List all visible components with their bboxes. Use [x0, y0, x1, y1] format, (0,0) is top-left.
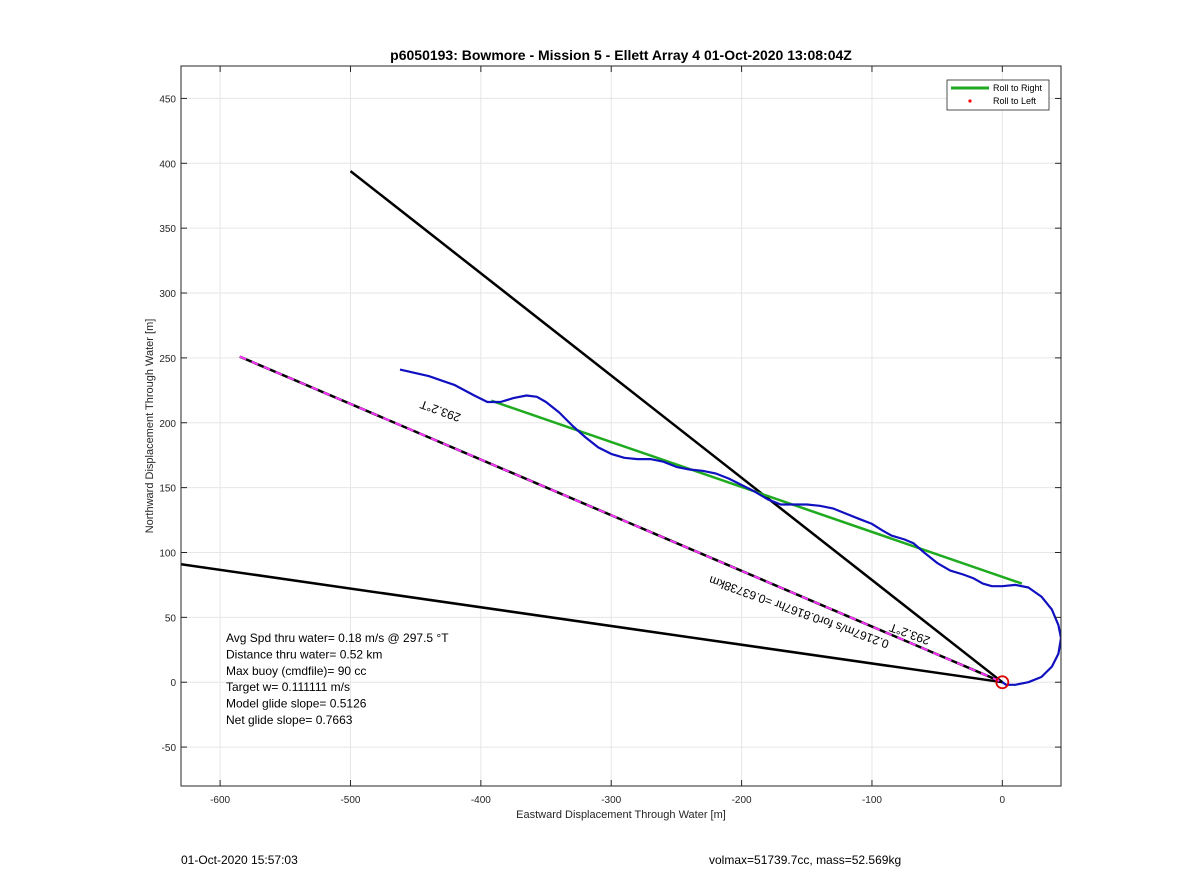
footer-vehicle-info: volmax=51739.7cc, mass=52.569kg: [709, 853, 902, 867]
heading-line-2: [181, 562, 1003, 684]
stats-line: Model glide slope= 0.5126: [226, 697, 367, 711]
footer-timestamp: 01-Oct-2020 15:57:03: [181, 853, 298, 867]
legend-box: [946, 79, 1050, 111]
x-tick-label: -300: [601, 795, 621, 806]
y-tick-label: 150: [159, 484, 176, 495]
stats-line: Net glide slope= 0.7663: [226, 713, 353, 727]
annotation-lower-speed: 0.2167m/s for0.8167hr =0.63738km: [707, 573, 891, 651]
start-marker: [995, 675, 1010, 690]
x-tick-label: -500: [340, 795, 360, 806]
heading-line-3-dash: [239, 355, 1003, 684]
stats-line: Target w= 0.111111 m/s: [226, 680, 350, 694]
x-tick-label: -600: [210, 795, 230, 806]
y-tick-label: 100: [159, 548, 176, 559]
glider-track: [399, 368, 1061, 686]
x-tick-label: 0: [1000, 795, 1006, 806]
axes-box: [180, 65, 1062, 787]
x-tick-label: -200: [732, 795, 752, 806]
y-tick-label: 450: [159, 94, 176, 105]
grid-lines: [181, 66, 1061, 786]
y-tick-label: 0: [170, 678, 176, 689]
annotation-upper-heading: 293.2°T: [418, 397, 463, 425]
y-tick-label: 350: [159, 224, 176, 235]
y-axis-label: Northward Displacement Through Water [m]: [144, 319, 156, 534]
stats-text-block: Avg Spd thru water= 0.18 m/s @ 297.5 °T D…: [226, 631, 449, 727]
y-tick-label: -50: [162, 743, 177, 754]
stats-line: Max buoy (cmdfile)= 90 cc: [226, 664, 366, 678]
legend-label: Roll to Right: [993, 83, 1043, 93]
axis-ticks: -600 -500 -400 -300 -200 -100 0-50050100150200…: [159, 66, 1061, 806]
stats-line: Distance thru water= 0.52 km: [226, 647, 382, 661]
x-tick-label: -100: [862, 795, 882, 806]
legend-label: Roll to Left: [993, 96, 1037, 106]
legend-swatch-dot: [968, 99, 972, 103]
y-tick-label: 200: [159, 419, 176, 430]
chart-title: p6050193: Bowmore - Mission 5 - Ellett A…: [390, 47, 852, 63]
stats-line: Avg Spd thru water= 0.18 m/s @ 297.5 °T: [226, 631, 449, 645]
legend: Roll to Right Roll to Left: [946, 79, 1050, 111]
y-tick-label: 250: [159, 354, 176, 365]
x-tick-label: -400: [471, 795, 491, 806]
y-tick-label: 50: [165, 613, 177, 624]
y-tick-label: 400: [159, 159, 176, 170]
x-axis-label: Eastward Displacement Through Water [m]: [516, 809, 726, 821]
heading-line-1: [349, 170, 1004, 684]
y-tick-label: 300: [159, 289, 176, 300]
